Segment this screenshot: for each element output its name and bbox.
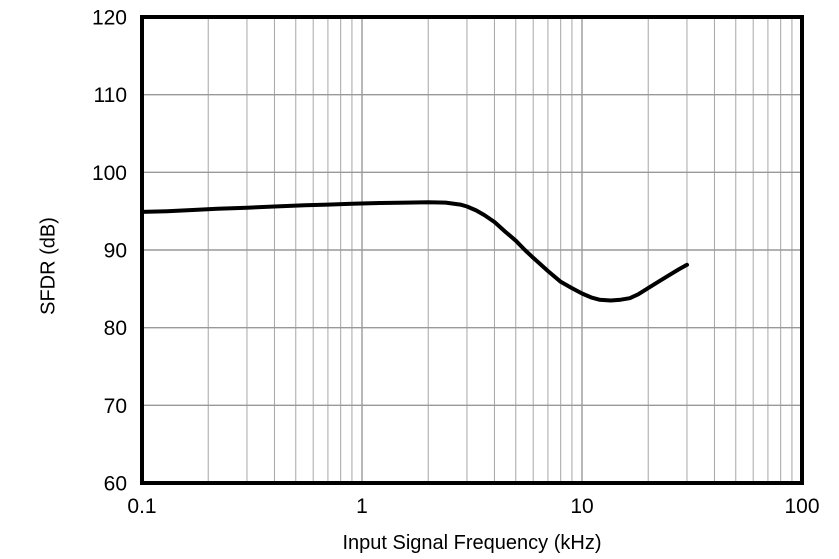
y-tick-label: 90 — [104, 240, 127, 263]
y-tick-label: 110 — [94, 84, 127, 107]
y-tick-label: 70 — [104, 395, 127, 418]
series-line — [140, 200, 689, 303]
x-axis-title: Input Signal Frequency (kHz) — [342, 532, 602, 554]
x-tick-label: 1 — [356, 495, 368, 518]
y-tick-label: 100 — [92, 162, 127, 185]
series-curve — [140, 200, 689, 303]
frame-rect — [140, 15, 804, 485]
x-tick-label: 100 — [784, 495, 819, 518]
plot-frame — [140, 15, 804, 485]
y-tick-label: 80 — [104, 317, 127, 340]
x-tick-label: 0.1 — [127, 495, 156, 518]
y-tick-label: 60 — [104, 473, 127, 496]
y-tick-label: 120 — [92, 7, 127, 30]
x-tick-label: 10 — [570, 495, 593, 518]
gridlines — [142, 17, 802, 483]
